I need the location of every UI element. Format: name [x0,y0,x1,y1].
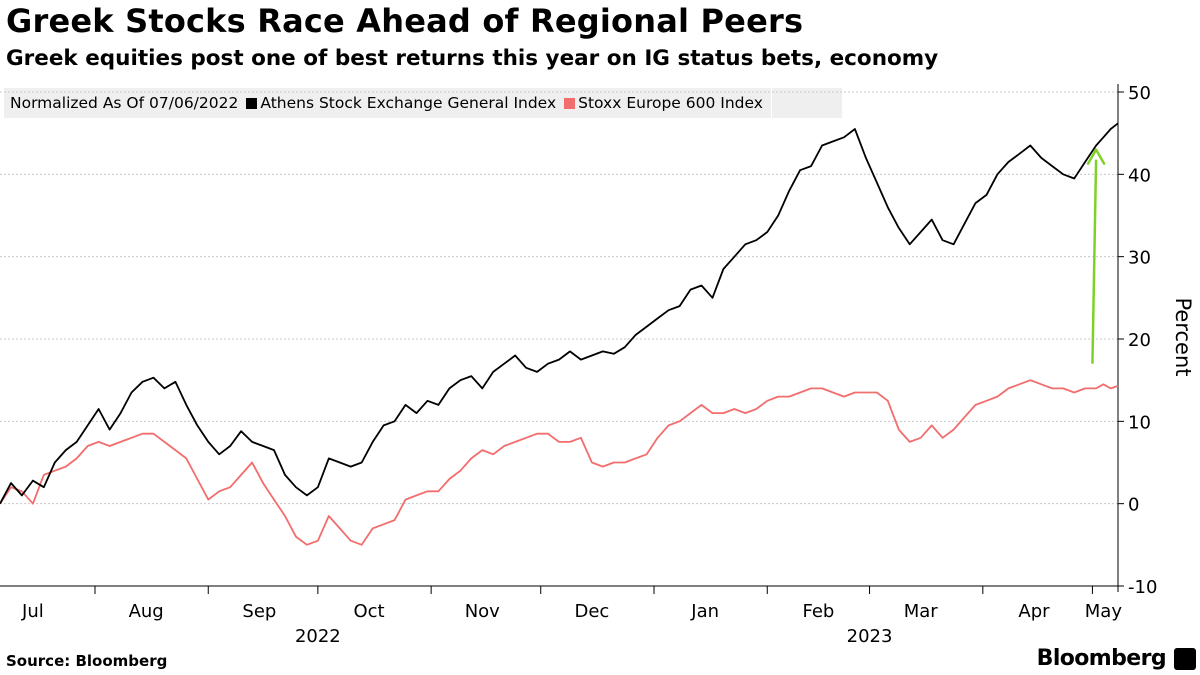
x-tick-label: May [1085,601,1123,622]
x-tick-label: Jan [690,601,719,622]
x-tick-label: Apr [1018,601,1050,622]
x-tick-label: Jul [21,601,44,622]
y-tick-label: 50 [1128,83,1151,104]
y-tick-label: 0 [1128,495,1139,516]
legend-label-stoxx: Stoxx Europe 600 Index [578,94,763,112]
annotation-arrow-head [1086,148,1106,165]
chart-title: Greek Stocks Race Ahead of Regional Peer… [6,2,804,40]
x-year-label: 2022 [295,626,341,647]
chart-subtitle: Greek equities post one of best returns … [6,46,939,71]
x-tick-label: Sep [242,601,276,622]
y-axis-title: Percent [1171,297,1195,376]
series-line-athens [0,122,1119,505]
series-line-stoxx [0,379,1119,546]
brand-terminal-icon [1174,648,1196,670]
legend-item-stoxx: Stoxx Europe 600 Index [564,94,763,112]
legend-swatch-athens [246,97,258,109]
legend-note: Normalized As Of 07/06/2022 [10,94,238,112]
brand-logo: Bloomberg [1036,646,1167,671]
y-tick-label: 10 [1128,412,1151,433]
y-tick-label: 40 [1128,165,1151,186]
y-tick-label: 30 [1128,248,1151,269]
x-tick-label: Dec [574,601,609,622]
legend-label-athens: Athens Stock Exchange General Index [260,94,557,112]
y-tick-label: 20 [1128,330,1151,351]
legend-item-athens: Athens Stock Exchange General Index [246,94,556,112]
x-tick-label: Aug [129,601,164,622]
x-year-label: 2023 [847,626,893,647]
source-note: Source: Bloomberg [6,652,168,670]
x-tick-label: Nov [465,601,500,622]
x-tick-label: Mar [904,601,939,622]
legend-note-label: Normalized As Of 07/06/2022 [10,94,239,112]
x-tick-label: Oct [353,601,384,622]
legend: Normalized As Of 07/06/2022 Athens Stock… [4,88,842,118]
legend-swatch-stoxx [564,97,576,109]
legend-divider [770,88,772,118]
y-tick-label: -10 [1128,577,1157,598]
annotation-arrow-shaft [1091,159,1098,364]
x-tick-label: Feb [802,601,834,622]
